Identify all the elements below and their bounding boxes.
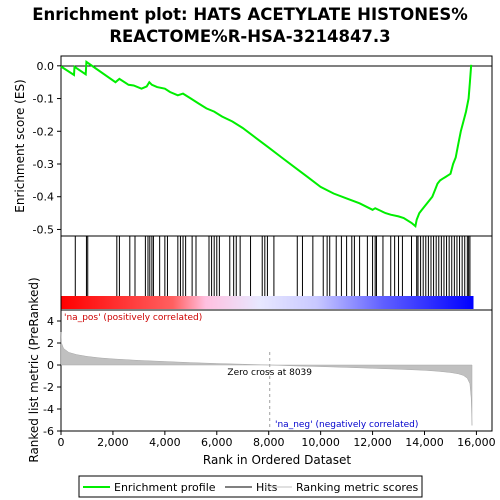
es-ytick-label: -0.3 (33, 158, 54, 171)
rank-xtick-label: 16,000 (457, 436, 496, 449)
rank-xtick-label: 4,000 (149, 436, 181, 449)
rank-xtick-label: 6,000 (201, 436, 233, 449)
metric-ytick-label: 0 (47, 359, 54, 372)
metric-ytick-label: 2 (47, 337, 54, 350)
es-ytick-label: -0.5 (33, 223, 54, 236)
metric-panel-frame (60, 309, 493, 432)
metric-ytick-label: 4 (47, 315, 54, 328)
es-ytick-label: -0.2 (33, 125, 54, 138)
es-ytick-label: -0.4 (33, 191, 54, 204)
ranking-metric-area (60, 331, 473, 426)
rank-color-bar (61, 296, 474, 309)
legend-metric-label: Ranking metric scores (296, 481, 418, 494)
es-axis-label: Enrichment score (ES) (13, 79, 27, 212)
rank-xtick-label: 10,000 (301, 436, 340, 449)
metric-ytick-label: -6 (43, 425, 54, 438)
rank-xtick-label: 8,000 (253, 436, 285, 449)
metric-ytick-label: -4 (43, 403, 54, 416)
chart-title-line-2: REACTOME%R-HSA-3214847.3 (109, 27, 390, 46)
rank-axis-label: Rank in Ordered Dataset (203, 453, 351, 467)
metric-axis-label: Ranked list metric (PreRanked) (27, 277, 41, 462)
es-ytick-label: 0.0 (37, 60, 55, 73)
es-ytick-label: -0.1 (33, 93, 54, 106)
rank-xtick-label: 14,000 (405, 436, 444, 449)
metric-ytick-label: -2 (43, 381, 54, 394)
zero-cross-label: Zero cross at 8039 (227, 368, 312, 378)
negative-correlation-label: 'na_neg' (negatively correlated) (275, 420, 418, 430)
enrichment-profile-line (60, 60, 473, 229)
positive-correlation-label: 'na_pos' (positively correlated) (64, 313, 202, 323)
chart-title-line-1: Enrichment plot: HATS ACETYLATE HISTONES… (32, 5, 468, 24)
rank-xtick-label: 2,000 (97, 436, 129, 449)
legend-enrichment-label: Enrichment profile (114, 481, 216, 494)
rank-xtick-label: 0 (58, 436, 65, 449)
rank-xtick-label: 12,000 (353, 436, 392, 449)
